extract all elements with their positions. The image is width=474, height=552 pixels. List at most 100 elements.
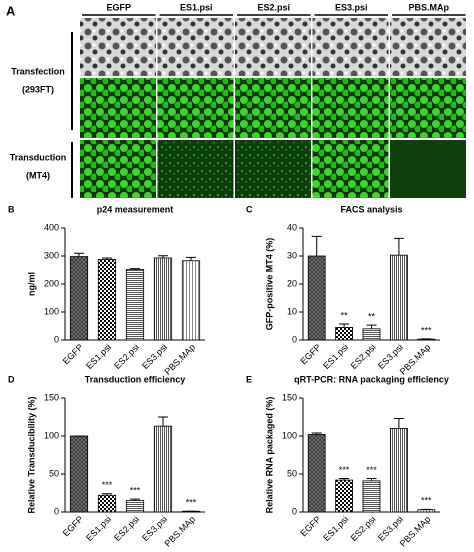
- micrograph: [390, 78, 466, 138]
- bar: [390, 254, 408, 341]
- row-sublabel: (293FT): [22, 84, 54, 94]
- micrograph: [312, 18, 389, 76]
- micrograph: [312, 140, 389, 198]
- x-tick-label: EGFP: [61, 342, 85, 366]
- y-axis-label: ng/ml: [26, 272, 36, 296]
- column-header: ES3.psi: [335, 2, 368, 12]
- y-tick-label: 30: [287, 250, 297, 260]
- error-bar: [366, 478, 377, 481]
- error-bar: [339, 478, 350, 481]
- error-bar: [311, 432, 322, 435]
- bar: [125, 269, 145, 341]
- y-tick-label: 300: [44, 250, 59, 260]
- y-axis-label: Relative Transducibility (%): [26, 396, 36, 513]
- x-tick-label: ES2.psi: [112, 514, 141, 543]
- bar: [97, 494, 117, 513]
- y-tick-label: 100: [44, 306, 59, 316]
- column-header: ES2.psi: [257, 2, 290, 12]
- significance: ***: [130, 485, 141, 495]
- row-label: Transfection: [11, 66, 65, 76]
- significance: ***: [339, 465, 350, 475]
- y-tick-label: 0: [54, 334, 59, 344]
- error-bar: [74, 252, 84, 257]
- column-header: EGFP: [106, 2, 131, 12]
- chart-title: p24 measurement: [97, 204, 174, 214]
- error-bar: [366, 324, 377, 329]
- y-tick-label: 0: [54, 506, 59, 516]
- micrograph: [80, 18, 156, 76]
- bar: [335, 479, 353, 513]
- row-sublabel: (MT4): [26, 170, 50, 180]
- panel-letter: D: [8, 374, 15, 384]
- error-bar: [339, 323, 350, 328]
- y-tick-label: 50: [287, 468, 297, 478]
- bar: [362, 328, 381, 341]
- panel-letter: E: [246, 374, 252, 384]
- x-tick-label: EGFP: [61, 514, 85, 538]
- micrograph: [80, 78, 156, 138]
- y-tick-label: 20: [287, 278, 297, 288]
- micrograph: [390, 140, 466, 198]
- error-bar: [130, 268, 140, 270]
- x-tick-label: EGFP: [298, 514, 322, 538]
- panel-letter: C: [246, 204, 253, 214]
- chart-title: FACS analysis: [340, 204, 402, 214]
- bar: [181, 260, 201, 341]
- x-tick-label: EGFP: [298, 342, 322, 366]
- error-bar: [102, 493, 112, 496]
- error-bar: [130, 498, 140, 501]
- error-bar: [158, 255, 168, 258]
- bar: [153, 257, 173, 341]
- micrograph: [157, 18, 234, 76]
- significance: ***: [421, 325, 432, 335]
- y-tick-label: 0: [292, 334, 297, 344]
- significance: ***: [102, 480, 113, 490]
- y-axis-label: GFP-positive MT4 (%): [264, 238, 274, 331]
- chart-title: qRT-PCR: RNA packaging efficiency: [294, 374, 449, 384]
- micrograph: [157, 78, 234, 138]
- micrograph: [235, 140, 311, 198]
- x-tick-label: ES2.psi: [349, 514, 378, 543]
- y-tick-label: 50: [49, 468, 59, 478]
- x-tick-label: ES1.psi: [84, 342, 113, 371]
- y-tick-label: 100: [282, 430, 297, 440]
- x-tick-label: ES1.psi: [321, 342, 350, 371]
- x-tick-label: ES1.psi: [84, 514, 113, 543]
- error-bar: [186, 256, 196, 261]
- significance: **: [341, 310, 349, 320]
- x-tick-label: ES2.psi: [349, 342, 378, 371]
- micrograph: [390, 18, 466, 76]
- bar: [69, 256, 89, 341]
- panel-letter: B: [8, 204, 15, 214]
- y-tick-label: 400: [44, 222, 59, 232]
- x-tick-label: PBS.MAp: [162, 342, 197, 377]
- y-tick-label: 150: [44, 392, 59, 402]
- column-header: ES1.psi: [180, 2, 213, 12]
- bar: [307, 255, 326, 341]
- significance: ***: [421, 496, 432, 506]
- y-axis-label: Relative RNA packaged (%): [264, 397, 274, 514]
- significance: ***: [366, 465, 377, 475]
- error-bar: [158, 416, 168, 427]
- bar: [390, 427, 408, 513]
- row-label: Transduction: [10, 152, 67, 162]
- micrograph: [312, 78, 389, 138]
- bar: [307, 434, 326, 513]
- bar: [69, 435, 89, 513]
- y-tick-label: 0: [292, 506, 297, 516]
- y-tick-label: 200: [44, 278, 59, 288]
- error-bar: [102, 257, 112, 260]
- micrograph: [235, 78, 311, 138]
- y-tick-label: 40: [287, 222, 297, 232]
- micrograph: [157, 140, 234, 198]
- bar: [417, 509, 436, 513]
- error-bar: [311, 235, 322, 256]
- bar: [335, 326, 353, 341]
- column-header: PBS.MAp: [409, 2, 450, 12]
- micrograph: [235, 18, 311, 76]
- bar: [153, 425, 173, 513]
- significance: ***: [186, 498, 197, 508]
- error-bar: [393, 237, 404, 256]
- x-tick-label: ES2.psi: [112, 342, 141, 371]
